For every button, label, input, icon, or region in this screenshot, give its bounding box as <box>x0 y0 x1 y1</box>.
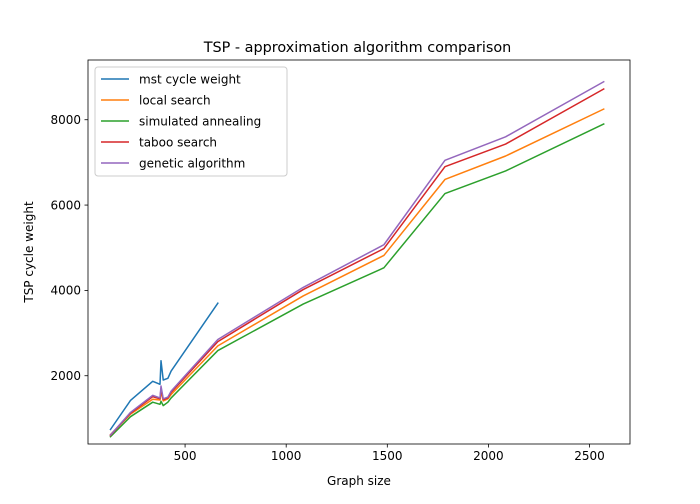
y-axis-ticks: 2000 4000 6000 8000 <box>50 113 88 383</box>
legend-label-2: local search <box>139 93 211 107</box>
y-tick-label: 6000 <box>50 198 81 212</box>
y-tick-label: 2000 <box>50 369 81 383</box>
legend-label-5: genetic algorithm <box>139 156 245 170</box>
x-tick-label: 2000 <box>473 449 504 463</box>
legend: mst cycle weight local search simulated an… <box>94 66 288 177</box>
x-axis-ticks: 500 1000 1500 2000 2500 <box>174 444 605 463</box>
series-line-3 <box>109 122 605 438</box>
x-tick-label: 1000 <box>271 449 302 463</box>
x-axis-label: Graph size <box>327 474 391 488</box>
y-tick-label: 4000 <box>50 284 81 298</box>
x-tick-label: 1500 <box>372 449 403 463</box>
chart-title: TSP - approximation algorithm comparison <box>203 40 512 56</box>
legend-label-1: mst cycle weight <box>139 72 241 86</box>
x-tick-label: 500 <box>174 449 197 463</box>
y-axis-label: TSP cycle weight <box>22 201 36 304</box>
legend-items: mst cycle weight local search simulated an… <box>101 72 261 170</box>
series-group <box>109 80 605 438</box>
series-line-2 <box>109 108 605 436</box>
x-tick-label: 2500 <box>574 449 605 463</box>
plot-frame <box>87 59 631 445</box>
series-line-1 <box>109 302 219 431</box>
legend-label-3: simulated annealing <box>139 114 261 128</box>
legend-label-4: taboo search <box>139 135 217 149</box>
legend-box <box>94 66 288 177</box>
y-tick-label: 8000 <box>50 113 81 127</box>
plot-area: 500 1000 1500 2000 2500 2000 4000 6000 8000 <box>50 59 631 463</box>
series-line-5 <box>109 80 605 437</box>
